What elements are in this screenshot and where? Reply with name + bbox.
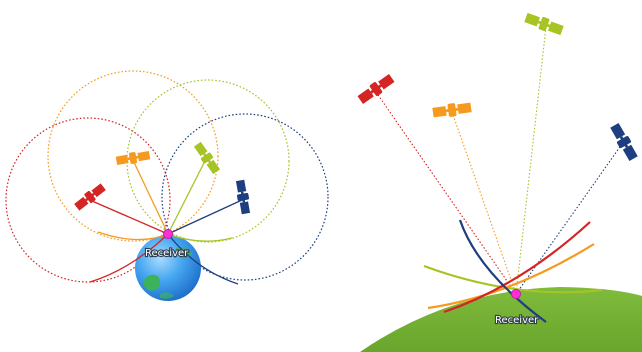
receiver-dot [511, 289, 521, 299]
satellite-icon [234, 179, 252, 215]
signal-line-orange [131, 157, 169, 235]
range-arc-red [443, 221, 591, 314]
receiver-label-right: Receiver [495, 315, 539, 326]
signal-line-navy [515, 143, 623, 295]
satellite-icon [73, 182, 107, 212]
satellite-icon [115, 149, 151, 167]
signal-line-lime [515, 26, 547, 295]
right-panel: Receiver [356, 11, 642, 352]
receiver-label-left: Receiver [145, 248, 189, 259]
range-circle-lime [126, 79, 290, 243]
range-arc-navy [458, 219, 547, 323]
range-circle-red [5, 117, 171, 283]
earth-globe [135, 235, 201, 301]
satellite-icon [432, 100, 472, 120]
range-arc-lime [423, 264, 603, 294]
satellite-icon [356, 72, 396, 106]
satellite-icon [523, 11, 565, 37]
signal-line-navy [167, 199, 243, 235]
signal-line-red [91, 200, 169, 235]
ground-surface [360, 287, 642, 352]
signal-line-orange [451, 111, 517, 295]
left-panel: Receiver [5, 70, 329, 301]
range-circle-orange [47, 70, 219, 242]
receiver-dot [163, 229, 173, 239]
range-circle-navy [161, 113, 329, 281]
signal-line-red [375, 91, 517, 295]
signal-line-lime [167, 156, 208, 235]
range-arc-orange [427, 243, 595, 310]
